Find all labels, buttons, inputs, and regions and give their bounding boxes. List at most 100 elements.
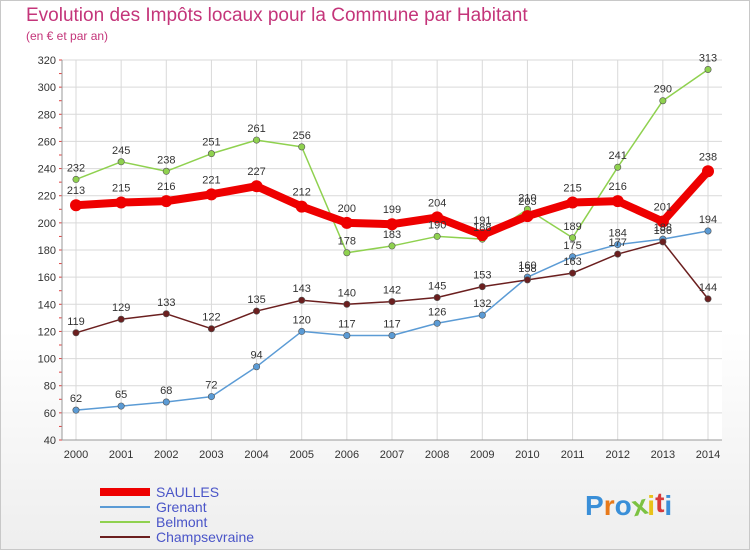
x-tick-label: 2014	[696, 449, 720, 461]
data-label: 199	[383, 204, 401, 216]
y-tick-label: 200	[38, 218, 56, 230]
data-label: 142	[383, 285, 401, 297]
data-point	[117, 158, 125, 166]
data-label: 191	[473, 215, 491, 227]
data-point	[704, 295, 712, 303]
y-tick-label: 280	[38, 109, 56, 121]
data-label: 133	[157, 297, 175, 309]
data-label: 122	[202, 312, 220, 324]
data-point	[388, 331, 396, 339]
x-tick-label: 2012	[605, 449, 629, 461]
data-label: 238	[699, 151, 717, 163]
data-label: 177	[609, 237, 627, 249]
data-point	[205, 188, 218, 201]
data-label: 62	[70, 393, 82, 405]
chart-title: Evolution des Impôts locaux pour la Comm…	[26, 5, 528, 26]
chart-subtitle: (en € et par an)	[26, 29, 109, 43]
data-label: 232	[67, 162, 85, 174]
x-tick-label: 2004	[244, 449, 268, 461]
y-tick-label: 220	[38, 191, 56, 203]
data-point	[386, 218, 398, 231]
data-point	[704, 66, 712, 74]
legend-label: Belmont	[156, 514, 207, 530]
data-point	[614, 241, 622, 249]
data-label: 204	[428, 197, 446, 209]
data-point	[162, 167, 170, 175]
data-point	[117, 402, 125, 410]
data-label: 261	[247, 123, 265, 135]
data-label: 216	[157, 181, 175, 193]
y-tick-label: 60	[44, 408, 56, 420]
data-label: 65	[115, 389, 127, 401]
data-point	[478, 311, 486, 319]
data-point	[614, 250, 622, 258]
data-point	[433, 319, 441, 327]
data-point	[207, 150, 215, 158]
data-label: 144	[699, 282, 717, 294]
data-label: 238	[157, 154, 175, 166]
data-label: 68	[160, 385, 172, 397]
x-tick-label: 2001	[109, 449, 133, 461]
data-point	[388, 298, 396, 306]
data-label: 94	[250, 350, 262, 362]
data-label: 120	[293, 314, 311, 326]
data-label: 178	[338, 236, 356, 248]
data-point	[659, 238, 667, 246]
data-label: 221	[202, 174, 220, 186]
logo-letter: P	[585, 490, 604, 521]
x-tick-label: 2013	[651, 449, 675, 461]
data-label: 194	[699, 214, 717, 226]
data-point	[207, 393, 215, 401]
data-label: 251	[202, 137, 220, 149]
y-tick-label: 300	[38, 82, 56, 94]
data-point	[433, 293, 441, 301]
x-tick-label: 2003	[199, 449, 223, 461]
x-tick-label: 2007	[380, 449, 404, 461]
data-point	[431, 211, 444, 224]
data-label: 213	[67, 185, 85, 197]
y-tick-label: 260	[38, 136, 56, 148]
data-point	[614, 163, 622, 171]
data-point	[253, 307, 261, 315]
proxiti-logo: Proxiti	[585, 487, 673, 522]
data-label: 117	[338, 319, 356, 331]
data-point	[433, 232, 441, 240]
data-label: 184	[609, 228, 627, 240]
data-label: 190	[428, 219, 446, 231]
data-label: 117	[383, 319, 401, 331]
data-point	[340, 216, 353, 229]
data-point	[72, 175, 80, 183]
data-label: 215	[112, 183, 130, 195]
data-point	[343, 331, 351, 339]
data-point	[702, 165, 714, 178]
data-label: 143	[293, 283, 311, 295]
data-point	[569, 253, 577, 261]
x-tick-label: 2008	[425, 449, 449, 461]
data-label: 186	[654, 225, 672, 237]
y-tick-label: 160	[38, 272, 56, 284]
y-tick-label: 100	[38, 354, 56, 366]
data-label: 313	[699, 53, 717, 65]
data-point	[656, 215, 669, 228]
data-point	[298, 296, 306, 304]
logo-letter: i	[664, 490, 673, 521]
data-label: 200	[338, 203, 356, 215]
data-point	[388, 242, 396, 250]
data-point	[478, 283, 486, 291]
data-point	[207, 325, 215, 333]
y-tick-label: 180	[38, 245, 56, 257]
data-point	[253, 136, 261, 144]
y-tick-label: 40	[44, 435, 56, 447]
x-tick-label: 2000	[64, 449, 88, 461]
data-point	[521, 210, 534, 223]
x-tick-label: 2011	[561, 449, 585, 461]
data-label: 215	[563, 183, 581, 195]
data-label: 129	[112, 302, 130, 314]
data-label: 189	[563, 221, 581, 233]
y-tick-label: 120	[38, 326, 56, 338]
data-point	[162, 310, 170, 318]
data-label: 241	[609, 150, 627, 162]
data-point	[298, 327, 306, 335]
data-label: 210	[518, 192, 536, 204]
data-label: 160	[518, 260, 536, 272]
